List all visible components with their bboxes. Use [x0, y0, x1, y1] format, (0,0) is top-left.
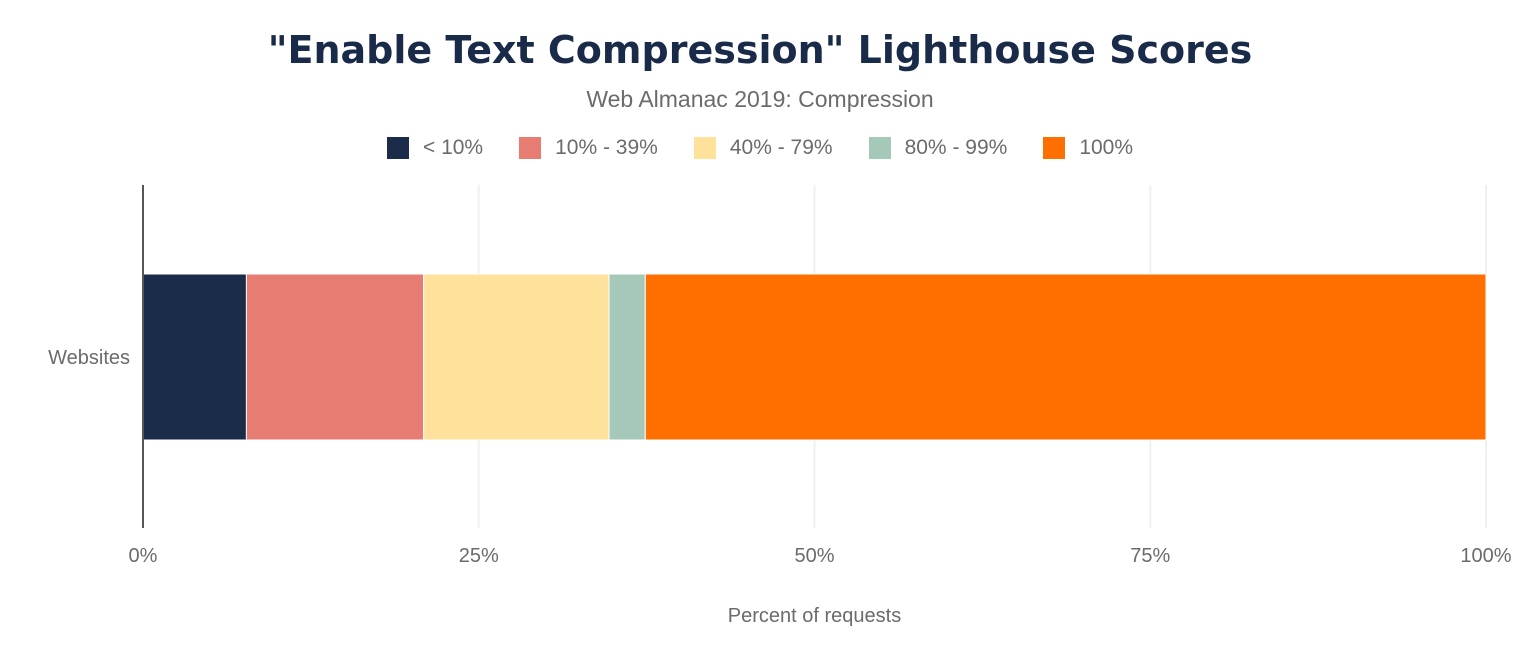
legend-swatch — [868, 137, 891, 159]
x-tick-label: 25% — [459, 545, 499, 567]
x-tick-label: 75% — [1130, 545, 1170, 567]
legend-label: 40% - 79% — [729, 136, 833, 159]
legend-label: 10% - 39% — [555, 136, 658, 159]
x-axis-title: Percent of requests — [728, 605, 901, 627]
legend-label: 100% — [1079, 136, 1134, 159]
bar-segment — [142, 273, 247, 441]
chart-subtitle: Web Almanac 2019: Compression — [586, 86, 934, 112]
legend-item[interactable]: 80% - 99% — [868, 136, 1008, 160]
legend-swatch — [1043, 137, 1066, 159]
bar-segment — [423, 273, 610, 441]
y-tick-label: Websites — [48, 347, 130, 369]
legend-swatch — [519, 137, 542, 159]
legend-swatch — [693, 137, 716, 159]
legend-item[interactable]: 100% — [1043, 136, 1133, 160]
x-tick-label: 0% — [129, 545, 158, 567]
legend-label: < 10% — [422, 136, 484, 159]
legend-swatch — [386, 137, 409, 159]
legend-label: 80% - 99% — [904, 136, 1008, 159]
legend-item[interactable]: 40% - 79% — [693, 136, 833, 160]
legend-item[interactable]: 10% - 39% — [519, 136, 658, 160]
legend-item[interactable]: < 10% — [386, 136, 484, 160]
legend: < 10% 10% - 39% 40% - 79% 80% - 99% 100% — [0, 136, 1520, 160]
bar-segment — [245, 273, 425, 441]
chart-title: "Enable Text Compression" Lighthouse Sco… — [267, 28, 1253, 72]
x-tick-label: 50% — [794, 545, 834, 567]
x-tick-label: 100% — [1460, 545, 1511, 567]
bar-segment — [608, 273, 646, 441]
bar-segment — [644, 273, 1487, 441]
